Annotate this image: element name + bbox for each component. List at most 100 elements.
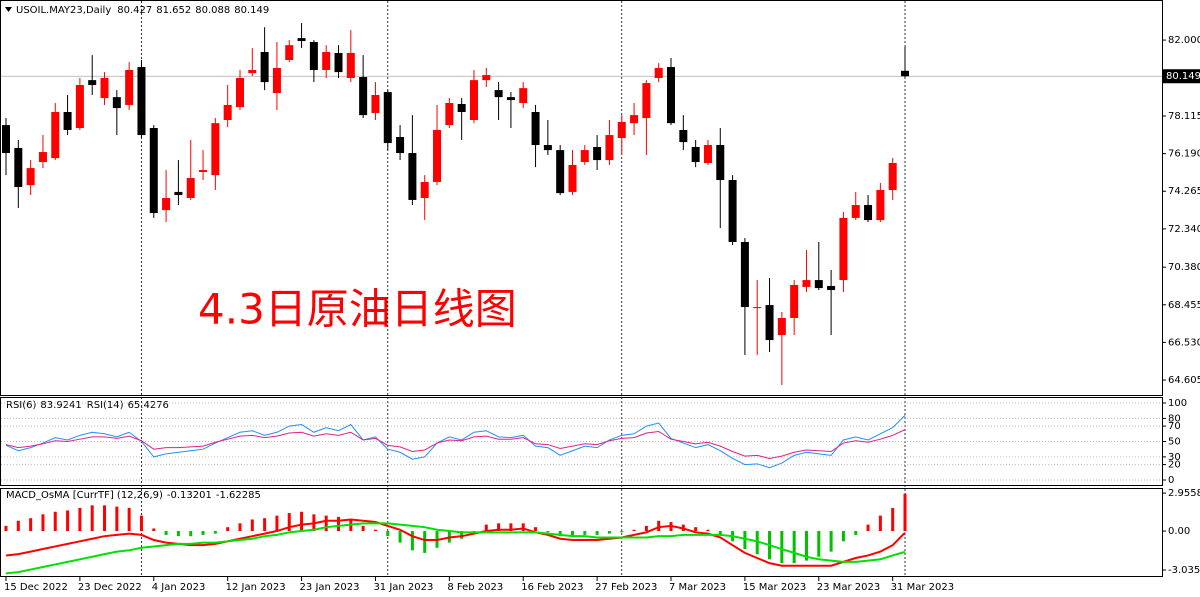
osma-bar <box>497 523 501 532</box>
candle-body <box>753 307 762 309</box>
candle-body <box>679 129 688 143</box>
x-tick-label: 4 Jan 2023 <box>152 582 206 593</box>
candle-body <box>482 75 491 81</box>
x-tick-label: 31 Mar 2023 <box>891 582 954 593</box>
osma-bar <box>238 523 242 532</box>
osma-bar <box>287 513 291 532</box>
candle-body <box>26 168 35 186</box>
x-tick-label: 8 Feb 2023 <box>447 582 503 593</box>
candle-body <box>445 103 454 126</box>
osma-bar <box>546 531 550 533</box>
osma-bar <box>657 520 661 532</box>
x-tick-label: 23 Mar 2023 <box>817 582 880 593</box>
osma-bar <box>878 515 882 532</box>
osma-bar <box>423 531 427 553</box>
osma-bar <box>337 516 341 532</box>
osma-bar <box>534 527 538 532</box>
high-value: 81.652 <box>156 5 191 16</box>
y-tick-label: 80 <box>1168 413 1181 424</box>
y-tick-label: 64.605 <box>1168 375 1200 386</box>
rsi-line <box>5 429 906 459</box>
candle-body <box>322 51 331 70</box>
candle-body <box>371 94 380 113</box>
osma-bar <box>176 531 180 537</box>
osma-bar <box>891 507 895 532</box>
osma-bar <box>817 531 821 557</box>
osma-bar <box>139 515 143 532</box>
osma-bar <box>583 531 587 535</box>
candle-body <box>211 123 220 176</box>
symbol: USOIL.MAY23,Daily <box>16 5 111 16</box>
x-tick-label: 23 Jan 2023 <box>300 582 360 593</box>
y-tick-label: 74.265 <box>1168 186 1200 197</box>
y-tick-label: 30 <box>1168 452 1181 463</box>
osma-bar <box>275 515 279 532</box>
osma-bar <box>127 507 131 532</box>
candle-body <box>691 146 700 163</box>
osma-bar <box>189 531 193 537</box>
candle-body <box>297 38 306 42</box>
osma-bar <box>558 531 562 537</box>
y-tick-label: 100 <box>1168 398 1187 409</box>
osma-bar <box>743 531 747 550</box>
candle-body <box>765 305 774 341</box>
osma-bar <box>103 505 107 532</box>
osma-bar <box>41 514 45 532</box>
candle-body <box>38 152 47 163</box>
osma-bar <box>324 515 328 532</box>
candle-body <box>777 317 786 335</box>
x-tick-label: 15 Dec 2022 <box>4 582 68 593</box>
candle-body <box>531 111 540 146</box>
osma-bar <box>410 531 414 551</box>
candle-body <box>248 69 257 74</box>
osma-bar <box>226 527 230 532</box>
osma-bar <box>620 531 624 533</box>
osma-bar <box>780 531 784 564</box>
x-tick-label: 23 Dec 2022 <box>78 582 142 593</box>
rsi-header: RSI(6) 83.9241 RSI(14) 65.4276 <box>6 400 169 411</box>
menu-arrow[interactable] <box>5 7 12 12</box>
rsi14-name: RSI(14) <box>87 400 124 411</box>
y-tick-label: 76.190 <box>1168 149 1200 160</box>
candle-body <box>137 67 146 136</box>
osma-bar <box>201 531 205 535</box>
y-tick-label: 50 <box>1168 437 1181 448</box>
osma-bar <box>90 505 94 532</box>
macd-panel-frame <box>0 488 1163 577</box>
rsi6-name: RSI(6) <box>6 400 37 411</box>
osma-bar <box>644 525 648 532</box>
y-tick-label: 20 <box>1168 460 1181 471</box>
candle-body <box>272 68 281 94</box>
x-tick-label: 15 Mar 2023 <box>743 582 806 593</box>
candle-body <box>408 153 417 200</box>
candle-body <box>383 92 392 144</box>
osma-bar <box>300 511 304 532</box>
candle-body <box>888 163 897 190</box>
osma-bar <box>854 531 858 535</box>
x-tick-label: 12 Jan 2023 <box>226 582 286 593</box>
candle-body <box>14 147 23 188</box>
osma-bar <box>4 525 8 532</box>
osma-bar <box>755 531 759 555</box>
candle-body <box>802 280 811 287</box>
current-price-box <box>1163 69 1200 84</box>
osma-bar <box>694 527 698 532</box>
candle-body <box>359 77 368 116</box>
y-tick-label: 72.340 <box>1168 224 1200 235</box>
osma-bar <box>164 531 168 535</box>
candle-body <box>334 52 343 73</box>
osma-bar <box>829 531 833 552</box>
candle-body <box>519 88 528 104</box>
candle-body <box>235 77 244 108</box>
candle-body <box>901 70 909 77</box>
y-tick-label: 78.115 <box>1168 111 1200 122</box>
y-tick-label: 70.380 <box>1168 262 1200 273</box>
candle-body <box>260 51 269 83</box>
candle-body <box>790 284 799 318</box>
candle-body <box>728 180 737 242</box>
candle-body <box>396 137 405 154</box>
x-tick-label: 27 Feb 2023 <box>595 582 657 593</box>
candle-body <box>100 77 109 99</box>
candle-body <box>630 115 639 124</box>
